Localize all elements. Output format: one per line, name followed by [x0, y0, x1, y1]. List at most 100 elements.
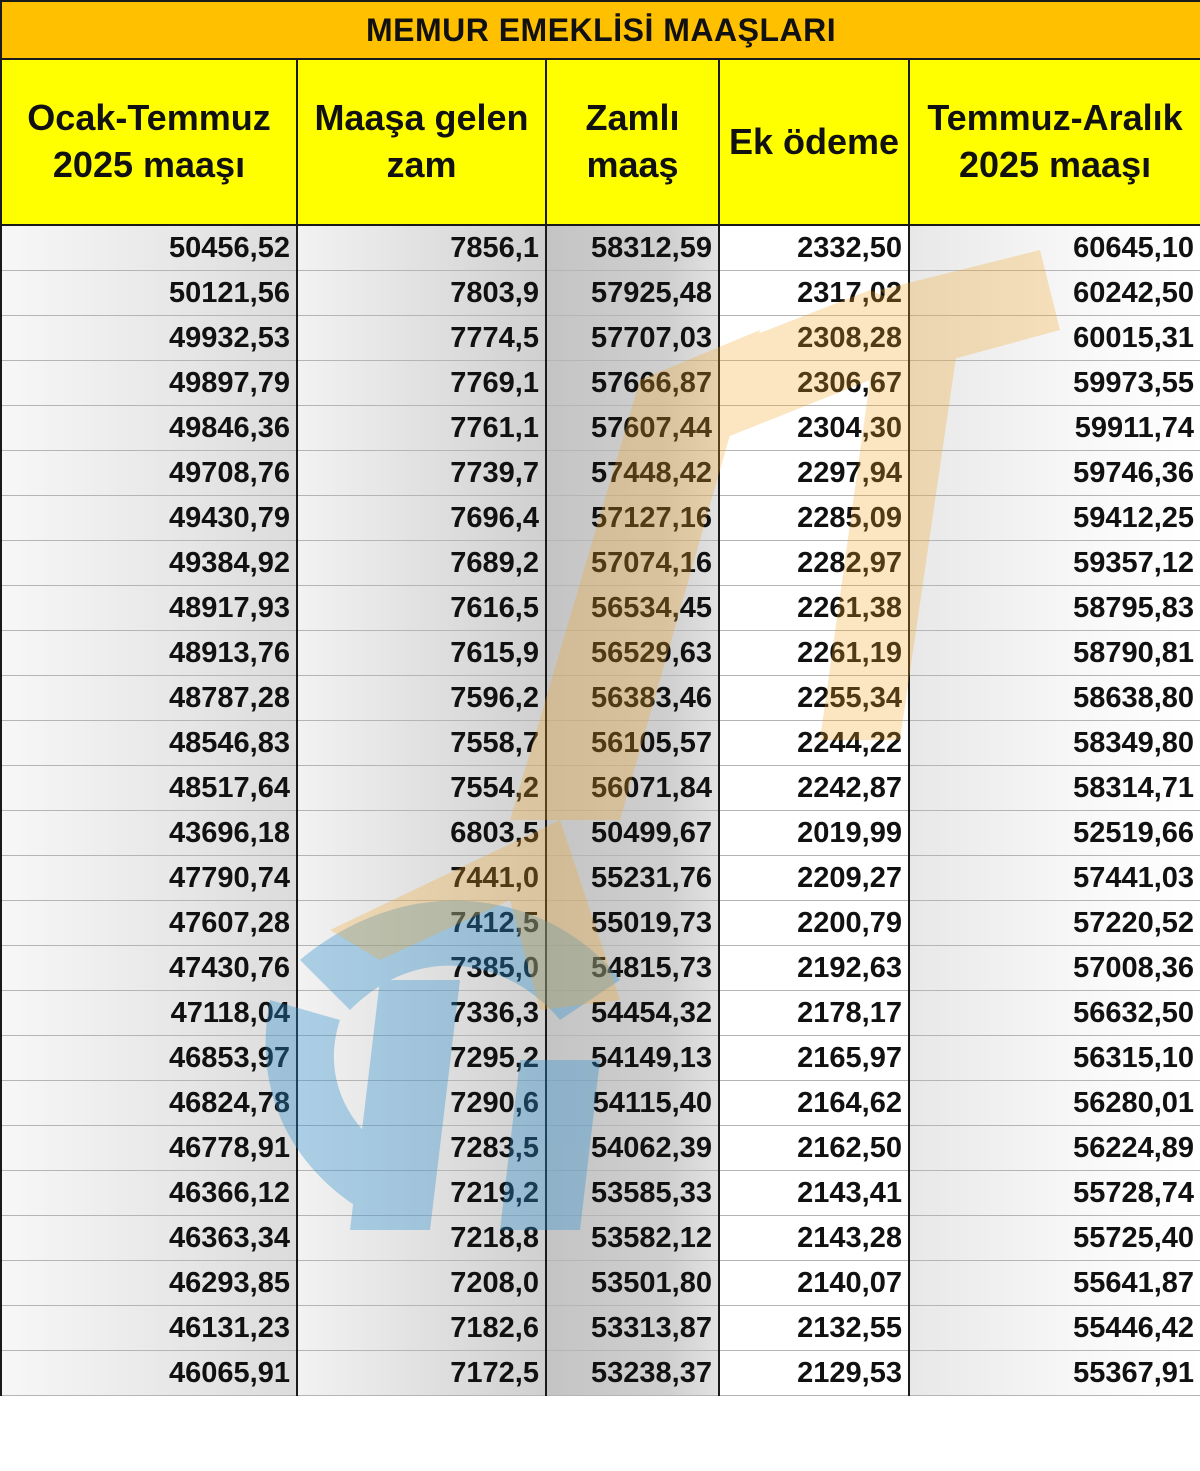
cell-ocak-temmuz-maasi: 46131,23 — [0, 1305, 298, 1351]
cell-ocak-temmuz-maasi: 46853,97 — [0, 1035, 298, 1081]
cell-zamli-maas: 54062,39 — [545, 1125, 720, 1171]
cell-maasa-gelen-zam: 7596,2 — [296, 675, 547, 721]
cell-maasa-gelen-zam: 7761,1 — [296, 405, 547, 451]
cell-ocak-temmuz-maasi: 46366,12 — [0, 1170, 298, 1216]
cell-ocak-temmuz-maasi: 46363,34 — [0, 1215, 298, 1261]
cell-ocak-temmuz-maasi: 47790,74 — [0, 855, 298, 901]
cell-ek-odeme: 2261,38 — [718, 585, 910, 631]
cell-maasa-gelen-zam: 7182,6 — [296, 1305, 547, 1351]
cell-zamli-maas: 53585,33 — [545, 1170, 720, 1216]
cell-temmuz-aralik-maasi: 60645,10 — [907, 224, 1200, 271]
cell-ek-odeme: 2165,97 — [718, 1035, 910, 1081]
cell-temmuz-aralik-maasi: 55728,74 — [907, 1170, 1200, 1216]
table-row: 48787,28 7596,2 56383,46 2255,34 58638,80 — [0, 675, 1200, 721]
cell-maasa-gelen-zam: 7856,1 — [296, 224, 547, 271]
cell-ek-odeme: 2143,28 — [718, 1215, 910, 1261]
cell-temmuz-aralik-maasi: 58349,80 — [907, 720, 1200, 766]
table-title: MEMUR EMEKLİSİ MAAŞLARI — [0, 0, 1200, 60]
cell-ocak-temmuz-maasi: 46824,78 — [0, 1080, 298, 1126]
header-zamli-maas-line1: Zamlı — [585, 97, 680, 139]
table-row: 47430,76 7385,0 54815,73 2192,63 57008,36 — [0, 945, 1200, 991]
cell-zamli-maas: 55019,73 — [545, 900, 720, 946]
cell-temmuz-aralik-maasi: 59412,25 — [907, 495, 1200, 541]
cell-temmuz-aralik-maasi: 55367,91 — [907, 1350, 1200, 1396]
cell-ocak-temmuz-maasi: 48787,28 — [0, 675, 298, 721]
table-row: 47118,04 7336,3 54454,32 2178,17 56632,50 — [0, 990, 1200, 1036]
cell-maasa-gelen-zam: 7689,2 — [296, 540, 547, 586]
cell-ek-odeme: 2261,19 — [718, 630, 910, 676]
header-ek-odeme-label: Ek ödeme — [728, 120, 900, 162]
cell-maasa-gelen-zam: 7696,4 — [296, 495, 547, 541]
cell-temmuz-aralik-maasi: 59973,55 — [907, 360, 1200, 406]
cell-zamli-maas: 57707,03 — [545, 315, 720, 361]
cell-maasa-gelen-zam: 7290,6 — [296, 1080, 547, 1126]
cell-ocak-temmuz-maasi: 50456,52 — [0, 224, 298, 271]
cell-zamli-maas: 57607,44 — [545, 405, 720, 451]
cell-maasa-gelen-zam: 7208,0 — [296, 1260, 547, 1306]
cell-ocak-temmuz-maasi: 48517,64 — [0, 765, 298, 811]
cell-ocak-temmuz-maasi: 46293,85 — [0, 1260, 298, 1306]
cell-ocak-temmuz-maasi: 48913,76 — [0, 630, 298, 676]
cell-maasa-gelen-zam: 7385,0 — [296, 945, 547, 991]
cell-maasa-gelen-zam: 7739,7 — [296, 450, 547, 496]
cell-temmuz-aralik-maasi: 58790,81 — [907, 630, 1200, 676]
header-maasa-gelen-zam-line1: Maaşa gelen — [314, 97, 529, 139]
cell-ek-odeme: 2282,97 — [718, 540, 910, 586]
table-row: 49846,36 7761,1 57607,44 2304,30 59911,74 — [0, 405, 1200, 451]
cell-maasa-gelen-zam: 7412,5 — [296, 900, 547, 946]
cell-ocak-temmuz-maasi: 47118,04 — [0, 990, 298, 1036]
cell-temmuz-aralik-maasi: 58795,83 — [907, 585, 1200, 631]
header-ocak-temmuz-line1: Ocak-Temmuz — [27, 97, 271, 139]
header-temmuz-aralik-line2: 2025 maaşı — [958, 144, 1152, 185]
header-maasa-gelen-zam-line2: zam — [386, 144, 457, 185]
header-ocak-temmuz: Ocak-Temmuz 2025 maaşı — [0, 58, 298, 226]
cell-ek-odeme: 2332,50 — [718, 224, 910, 271]
cell-zamli-maas: 58312,59 — [545, 224, 720, 271]
cell-ek-odeme: 2132,55 — [718, 1305, 910, 1351]
cell-ek-odeme: 2244,22 — [718, 720, 910, 766]
cell-zamli-maas: 50499,67 — [545, 810, 720, 856]
cell-temmuz-aralik-maasi: 57441,03 — [907, 855, 1200, 901]
cell-maasa-gelen-zam: 7336,3 — [296, 990, 547, 1036]
cell-zamli-maas: 53501,80 — [545, 1260, 720, 1306]
header-maasa-gelen-zam: Maaşa gelen zam — [296, 58, 547, 226]
cell-zamli-maas: 54149,13 — [545, 1035, 720, 1081]
cell-zamli-maas: 54454,32 — [545, 990, 720, 1036]
cell-ocak-temmuz-maasi: 49846,36 — [0, 405, 298, 451]
header-temmuz-aralik: Temmuz-Aralık 2025 maaşı — [907, 58, 1200, 226]
cell-maasa-gelen-zam: 7616,5 — [296, 585, 547, 631]
table-row: 49430,79 7696,4 57127,16 2285,09 59412,25 — [0, 495, 1200, 541]
header-temmuz-aralik-line1: Temmuz-Aralık — [927, 97, 1183, 139]
table-row: 48546,83 7558,7 56105,57 2244,22 58349,80 — [0, 720, 1200, 766]
table-row: 48517,64 7554,2 56071,84 2242,87 58314,71 — [0, 765, 1200, 811]
cell-ek-odeme: 2255,34 — [718, 675, 910, 721]
table-row: 48917,93 7616,5 56534,45 2261,38 58795,83 — [0, 585, 1200, 631]
cell-zamli-maas: 56529,63 — [545, 630, 720, 676]
cell-temmuz-aralik-maasi: 56632,50 — [907, 990, 1200, 1036]
cell-ek-odeme: 2162,50 — [718, 1125, 910, 1171]
cell-temmuz-aralik-maasi: 55641,87 — [907, 1260, 1200, 1306]
cell-maasa-gelen-zam: 7219,2 — [296, 1170, 547, 1216]
cell-maasa-gelen-zam: 7172,5 — [296, 1350, 547, 1396]
cell-ek-odeme: 2285,09 — [718, 495, 910, 541]
table-row: 47790,74 7441,0 55231,76 2209,27 57441,03 — [0, 855, 1200, 901]
cell-ocak-temmuz-maasi: 46065,91 — [0, 1350, 298, 1396]
table-row: 46363,34 7218,8 53582,12 2143,28 55725,40 — [0, 1215, 1200, 1261]
cell-zamli-maas: 57666,87 — [545, 360, 720, 406]
cell-maasa-gelen-zam: 7441,0 — [296, 855, 547, 901]
cell-temmuz-aralik-maasi: 57220,52 — [907, 900, 1200, 946]
cell-temmuz-aralik-maasi: 56224,89 — [907, 1125, 1200, 1171]
header-zamli-maas-line2: maaş — [586, 144, 679, 185]
header-row: Ocak-Temmuz 2025 maaşı Maaşa gelen zam Z… — [0, 58, 1200, 226]
cell-ocak-temmuz-maasi: 47430,76 — [0, 945, 298, 991]
cell-ek-odeme: 2209,27 — [718, 855, 910, 901]
cell-ocak-temmuz-maasi: 49384,92 — [0, 540, 298, 586]
cell-zamli-maas: 53582,12 — [545, 1215, 720, 1261]
cell-temmuz-aralik-maasi: 52519,66 — [907, 810, 1200, 856]
cell-temmuz-aralik-maasi: 59357,12 — [907, 540, 1200, 586]
cell-zamli-maas: 54115,40 — [545, 1080, 720, 1126]
table-row: 46293,85 7208,0 53501,80 2140,07 55641,87 — [0, 1260, 1200, 1306]
cell-zamli-maas: 53238,37 — [545, 1350, 720, 1396]
table-row: 48913,76 7615,9 56529,63 2261,19 58790,81 — [0, 630, 1200, 676]
table-row: 46366,12 7219,2 53585,33 2143,41 55728,74 — [0, 1170, 1200, 1216]
